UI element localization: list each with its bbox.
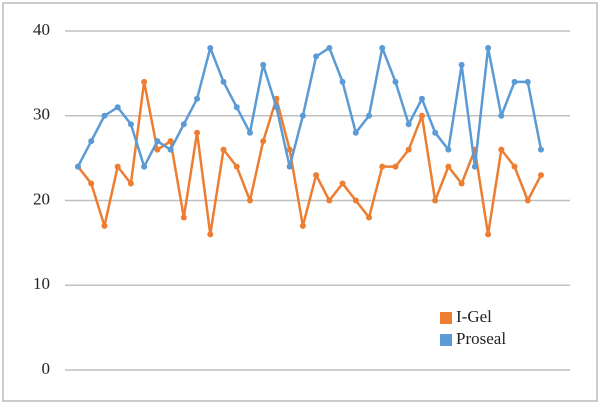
series-line [77, 80, 543, 236]
point [392, 78, 399, 85]
point [339, 78, 346, 85]
point [299, 222, 306, 229]
point [180, 121, 187, 128]
point [405, 146, 412, 153]
point [88, 180, 95, 187]
point [299, 112, 306, 119]
point [141, 163, 148, 170]
point [511, 78, 518, 85]
y-tick-label: 40 [33, 20, 50, 39]
point [432, 197, 439, 204]
point [379, 163, 386, 170]
point [458, 180, 465, 187]
point [233, 163, 240, 170]
point [101, 222, 108, 229]
point [207, 44, 214, 51]
point [220, 78, 227, 85]
point [471, 163, 478, 170]
point [114, 104, 121, 111]
point [167, 138, 174, 145]
point [246, 129, 253, 136]
point [260, 61, 267, 68]
point [127, 121, 134, 128]
point [194, 129, 201, 136]
y-tick-label: 0 [42, 359, 51, 378]
point [167, 146, 174, 153]
point [154, 146, 161, 153]
point [326, 44, 333, 51]
point [538, 172, 544, 179]
point [352, 129, 359, 136]
point [485, 44, 492, 51]
point [286, 163, 293, 170]
point [524, 78, 531, 85]
point [326, 197, 333, 204]
point [154, 138, 161, 145]
y-tick-label: 30 [33, 105, 50, 124]
y-tick-label: 10 [33, 274, 50, 293]
point [141, 78, 148, 85]
point [352, 197, 359, 204]
point [379, 44, 386, 51]
point [75, 163, 81, 170]
point [511, 163, 518, 170]
point [524, 197, 531, 204]
legend-label: I-Gel [456, 307, 492, 326]
point [432, 129, 439, 136]
point [180, 214, 187, 221]
point [498, 146, 505, 153]
point [101, 112, 108, 119]
point [194, 95, 201, 102]
point [418, 112, 425, 119]
legend-swatch [440, 334, 452, 346]
point [538, 146, 544, 153]
point [260, 138, 267, 145]
point [366, 214, 373, 221]
point [313, 172, 320, 179]
point [233, 104, 240, 111]
point [207, 231, 214, 238]
point [498, 112, 505, 119]
point [114, 163, 121, 170]
point [246, 197, 253, 204]
point [127, 180, 134, 187]
point [366, 112, 373, 119]
y-tick-label: 20 [33, 189, 50, 208]
point [445, 163, 452, 170]
point [418, 95, 425, 102]
point [392, 163, 399, 170]
point [485, 231, 492, 238]
point [339, 180, 346, 187]
point [445, 146, 452, 153]
legend-swatch [440, 312, 452, 324]
point [220, 146, 227, 153]
point [405, 121, 412, 128]
point [88, 138, 95, 145]
legend-label: Proseal [456, 329, 506, 348]
series-line [76, 46, 543, 168]
point [273, 104, 280, 111]
point [286, 146, 293, 153]
point [313, 53, 320, 60]
point [458, 61, 465, 68]
